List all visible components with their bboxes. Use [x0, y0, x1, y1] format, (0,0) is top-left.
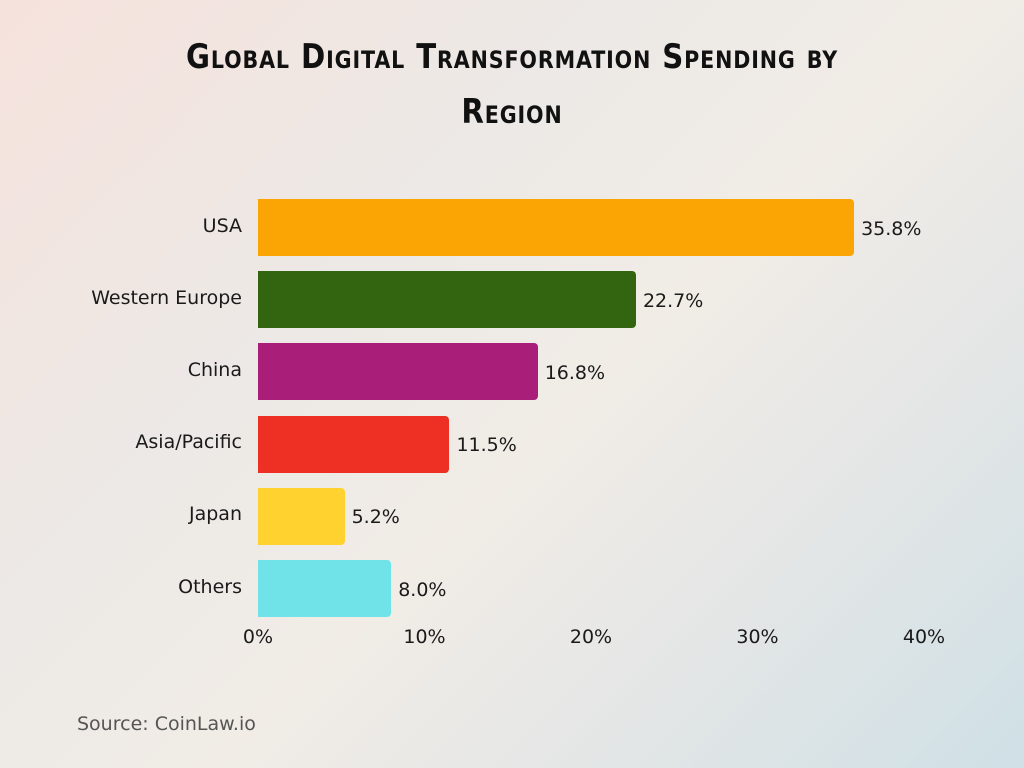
category-label: Western Europe — [91, 286, 242, 309]
category-label: China — [187, 358, 242, 381]
category-label: Others — [178, 575, 242, 598]
chart-title: Global Digital Transformation Spending b… — [185, 37, 839, 132]
category-label: Asia/Pacific — [135, 431, 242, 454]
bar-china — [258, 343, 538, 401]
x-tick-label: 10% — [403, 626, 446, 648]
bar-japan — [258, 487, 345, 545]
x-tick-label: 0% — [242, 626, 274, 648]
bar-asia-pacific — [258, 415, 450, 473]
category-label: USA — [202, 214, 242, 237]
value-label: 8.0% — [398, 578, 447, 601]
x-tick-label: 20% — [569, 626, 613, 648]
value-label: 22.7% — [642, 289, 704, 312]
value-label: 35.8% — [861, 217, 922, 240]
category-label: Japan — [189, 503, 242, 526]
bar-others — [258, 560, 392, 617]
bar-western-europe — [258, 271, 636, 329]
value-label: 5.2% — [351, 506, 400, 529]
x-tick-label: 30% — [736, 626, 779, 648]
bar-usa — [258, 199, 855, 256]
value-label: 11.5% — [456, 434, 517, 457]
value-label: 16.8% — [544, 361, 606, 384]
source-note: Source: CoinLaw.io — [77, 713, 256, 735]
x-tick-label: 40% — [902, 626, 946, 648]
